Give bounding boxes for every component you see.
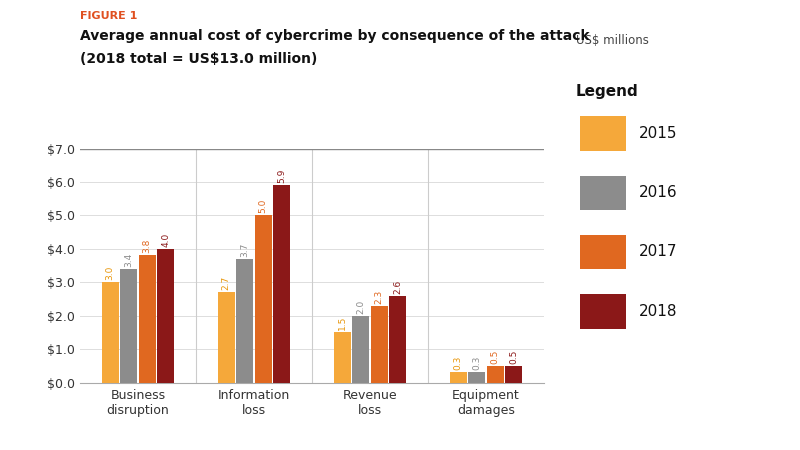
Bar (102, 282, 118, 382)
Bar (506, 366, 522, 382)
Bar (334, 333, 350, 382)
FancyBboxPatch shape (580, 116, 626, 151)
Text: 5.9: 5.9 (278, 169, 286, 183)
Text: US$ millions: US$ millions (576, 34, 649, 47)
Text: Average annual cost of cybercrime by consequence of the attack: Average annual cost of cybercrime by con… (80, 29, 590, 43)
Text: 2017: 2017 (638, 244, 677, 260)
Bar (486, 366, 504, 382)
Text: FIGURE 1: FIGURE 1 (80, 11, 138, 21)
Bar (450, 373, 466, 382)
FancyBboxPatch shape (580, 235, 626, 269)
Bar (120, 269, 138, 382)
Text: 1.5: 1.5 (338, 316, 346, 330)
Text: 2.7: 2.7 (222, 276, 230, 290)
Text: 4.0: 4.0 (162, 233, 170, 247)
Text: 3.7: 3.7 (240, 243, 250, 257)
Text: 2015: 2015 (638, 126, 677, 141)
FancyBboxPatch shape (580, 176, 626, 210)
Text: (2018 total = US$13.0 million): (2018 total = US$13.0 million) (80, 52, 318, 66)
Bar (468, 373, 486, 382)
Text: 0.3: 0.3 (454, 356, 462, 370)
FancyBboxPatch shape (580, 294, 626, 328)
Bar (370, 306, 388, 382)
Text: 2018: 2018 (638, 304, 677, 319)
Text: 0.5: 0.5 (510, 349, 518, 364)
Bar (352, 315, 370, 382)
Bar (158, 249, 174, 382)
Bar (254, 216, 272, 382)
Text: Legend: Legend (576, 84, 638, 99)
Text: 0.3: 0.3 (472, 356, 482, 370)
Text: 2.6: 2.6 (394, 279, 402, 293)
Bar (218, 292, 234, 382)
Bar (390, 296, 406, 382)
Text: 2016: 2016 (638, 185, 677, 200)
Text: 5.0: 5.0 (258, 199, 268, 213)
Text: 0.5: 0.5 (490, 349, 500, 364)
Text: 3.8: 3.8 (142, 239, 152, 253)
Text: 2.0: 2.0 (356, 299, 366, 314)
Bar (274, 185, 290, 382)
Bar (138, 256, 156, 382)
Text: 3.0: 3.0 (106, 266, 114, 280)
Bar (236, 259, 254, 382)
Text: 3.4: 3.4 (124, 252, 134, 267)
Text: 2.3: 2.3 (374, 289, 384, 304)
